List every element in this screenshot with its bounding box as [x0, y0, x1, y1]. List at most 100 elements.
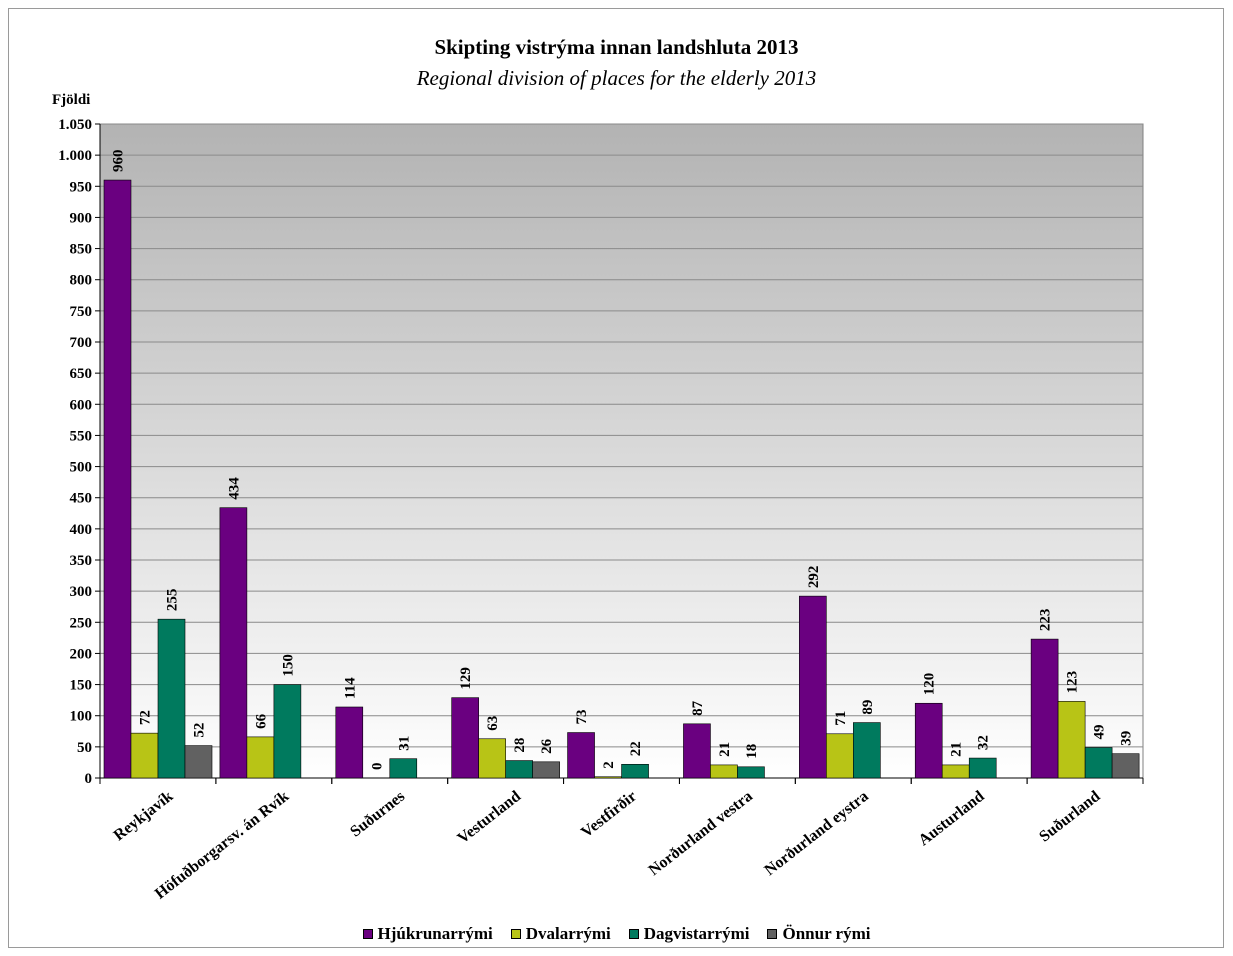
- y-tick-label: 950: [70, 179, 93, 195]
- bar: [478, 738, 506, 779]
- bar: [389, 758, 418, 779]
- bar: [219, 507, 248, 779]
- x-category-label: Austurland: [916, 788, 988, 850]
- x-category-label: Höfuðborgarsv. án Rvík: [152, 788, 293, 903]
- bar: [1030, 638, 1059, 779]
- legend-item: Dagvistarrými: [628, 924, 749, 944]
- legend: Hjúkrunarrými Dvalarrými Dagvistarrými Önnu…: [0, 924, 1233, 944]
- bar: [594, 776, 622, 779]
- bar: [532, 761, 560, 779]
- legend-swatch: [767, 929, 778, 939]
- y-tick-label: 0: [85, 771, 93, 787]
- bar: [826, 733, 854, 779]
- data-label: 960: [111, 150, 127, 173]
- y-tick-label: 300: [70, 584, 93, 600]
- bar: [246, 736, 275, 779]
- legend-label: Hjúkrunarrými: [377, 924, 493, 943]
- bar: [451, 697, 479, 779]
- bar: [710, 764, 738, 779]
- chart-title: Skipting vistrýma innan landshluta 2013: [434, 35, 799, 59]
- legend-item: Önnur rými: [767, 924, 871, 944]
- y-tick-label: 500: [70, 460, 93, 476]
- y-tick-label: 50: [77, 740, 92, 756]
- bar: [273, 684, 302, 779]
- legend-item: Hjúkrunarrými: [362, 924, 493, 944]
- data-label: 49: [1092, 724, 1108, 739]
- data-label: 129: [458, 667, 474, 690]
- bar: [968, 757, 997, 779]
- y-axis-label: Fjöldi: [52, 92, 90, 108]
- data-label: 255: [165, 589, 181, 612]
- bar: [737, 766, 765, 779]
- data-label: 31: [396, 736, 412, 751]
- bar: [157, 618, 186, 779]
- y-tick-label: 850: [70, 242, 93, 258]
- y-tick-label: 350: [70, 553, 93, 569]
- data-label: 87: [690, 700, 706, 716]
- bar: [505, 760, 533, 779]
- legend-swatch: [628, 929, 639, 939]
- legend-item: Dvalarrými: [510, 924, 611, 944]
- data-label: 22: [628, 741, 644, 756]
- bar: [914, 702, 943, 779]
- data-label: 434: [226, 477, 242, 500]
- data-label: 71: [833, 711, 849, 726]
- data-label: 18: [744, 744, 760, 759]
- y-tick-label: 700: [70, 335, 93, 351]
- bar: [184, 745, 213, 779]
- data-label: 2: [601, 761, 617, 769]
- data-label: 72: [138, 710, 154, 725]
- y-tick-label: 1.050: [58, 117, 92, 133]
- bar: [1057, 701, 1086, 779]
- data-label: 223: [1038, 609, 1054, 632]
- data-label: 73: [574, 710, 590, 725]
- y-tick-label: 650: [70, 366, 93, 382]
- bar: [1084, 747, 1113, 779]
- x-category-label: Reykjavík: [111, 788, 177, 845]
- chart-subtitle: Regional division of places for the elde…: [416, 66, 817, 90]
- data-label: 0: [369, 763, 385, 771]
- legend-label: Dvalarrými: [525, 924, 611, 943]
- y-tick-label: 200: [70, 646, 93, 662]
- data-label: 26: [539, 738, 555, 754]
- bar: [335, 706, 364, 779]
- y-tick-label: 800: [70, 273, 93, 289]
- bar: [941, 764, 970, 779]
- data-label: 52: [192, 723, 208, 738]
- plot-area: [99, 123, 1144, 779]
- data-label: 39: [1119, 731, 1135, 746]
- bar: [683, 723, 711, 779]
- data-label: 123: [1065, 671, 1081, 694]
- legend-swatch: [362, 929, 373, 939]
- x-category-label: Vestfirðir: [578, 788, 640, 842]
- data-label: 63: [485, 716, 501, 731]
- data-label: 21: [717, 742, 733, 757]
- x-category-label: Suðurnes: [347, 788, 408, 841]
- bar: [567, 732, 595, 779]
- x-category-label: Vesturland: [455, 788, 525, 848]
- data-label: 21: [949, 742, 965, 757]
- data-label: 150: [280, 654, 296, 677]
- y-tick-label: 250: [70, 615, 93, 631]
- y-tick-label: 1.000: [58, 148, 92, 164]
- y-tick-label: 550: [70, 428, 93, 444]
- y-tick-label: 100: [70, 709, 93, 725]
- bar: [853, 722, 881, 779]
- data-label: 32: [976, 735, 992, 750]
- bar: [1111, 753, 1140, 779]
- y-tick-label: 600: [70, 397, 93, 413]
- data-label: 28: [512, 738, 528, 753]
- y-tick-label: 750: [70, 304, 93, 320]
- x-category-label: Norðurland vestra: [646, 788, 756, 879]
- legend-swatch: [510, 929, 521, 939]
- x-category-label: Norðurland eystra: [761, 788, 871, 879]
- y-tick-label: 450: [70, 491, 93, 507]
- data-label: 89: [860, 700, 876, 715]
- x-category-label: Suðurland: [1036, 788, 1103, 846]
- bar: [103, 179, 132, 779]
- legend-label: Önnur rými: [782, 924, 871, 943]
- y-tick-label: 900: [70, 210, 93, 226]
- bar: [621, 763, 649, 779]
- bar: [130, 732, 159, 779]
